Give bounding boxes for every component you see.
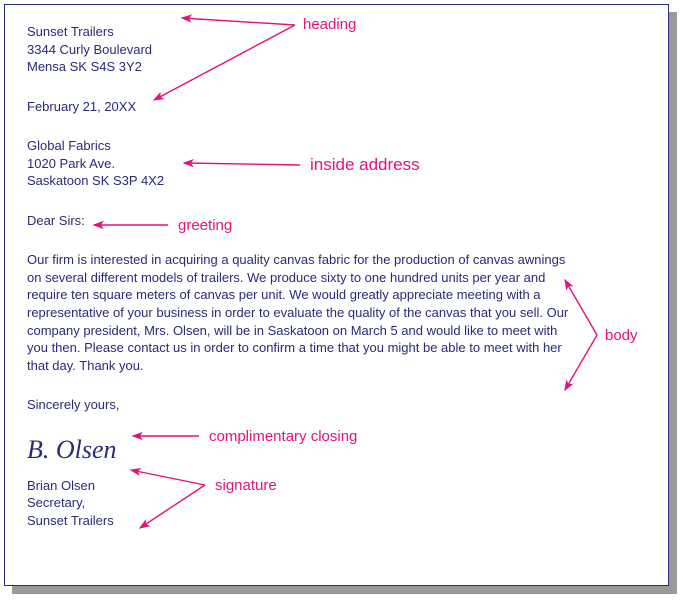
- annot-inside-address: inside address: [310, 155, 420, 175]
- heading-street: 3344 Curly Boulevard: [27, 41, 646, 59]
- sig-name: Brian Olsen: [27, 477, 646, 495]
- date-text: February 21, 20XX: [27, 98, 646, 116]
- signature-block: Brian Olsen Secretary, Sunset Trailers: [27, 477, 646, 530]
- annot-closing: complimentary closing: [209, 428, 357, 445]
- closing-block: Sincerely yours,: [27, 396, 646, 414]
- heading-citypost: Mensa SK S4S 3Y2: [27, 58, 646, 76]
- annot-greeting: greeting: [178, 217, 232, 234]
- greeting-text: Dear Sirs:: [27, 212, 646, 230]
- annot-signature: signature: [215, 477, 277, 494]
- annot-body: body: [605, 327, 638, 344]
- sig-company: Sunset Trailers: [27, 512, 646, 530]
- letter-container: Sunset Trailers 3344 Curly Boulevard Men…: [4, 4, 669, 586]
- body-block: Our firm is interested in acquiring a qu…: [27, 251, 646, 374]
- greeting-block: Dear Sirs:: [27, 212, 646, 230]
- inside-company: Global Fabrics: [27, 137, 646, 155]
- sig-title: Secretary,: [27, 494, 646, 512]
- annot-heading: heading: [303, 16, 356, 33]
- date-block: February 21, 20XX: [27, 98, 646, 116]
- body-text: Our firm is interested in acquiring a qu…: [27, 251, 577, 374]
- closing-text: Sincerely yours,: [27, 396, 646, 414]
